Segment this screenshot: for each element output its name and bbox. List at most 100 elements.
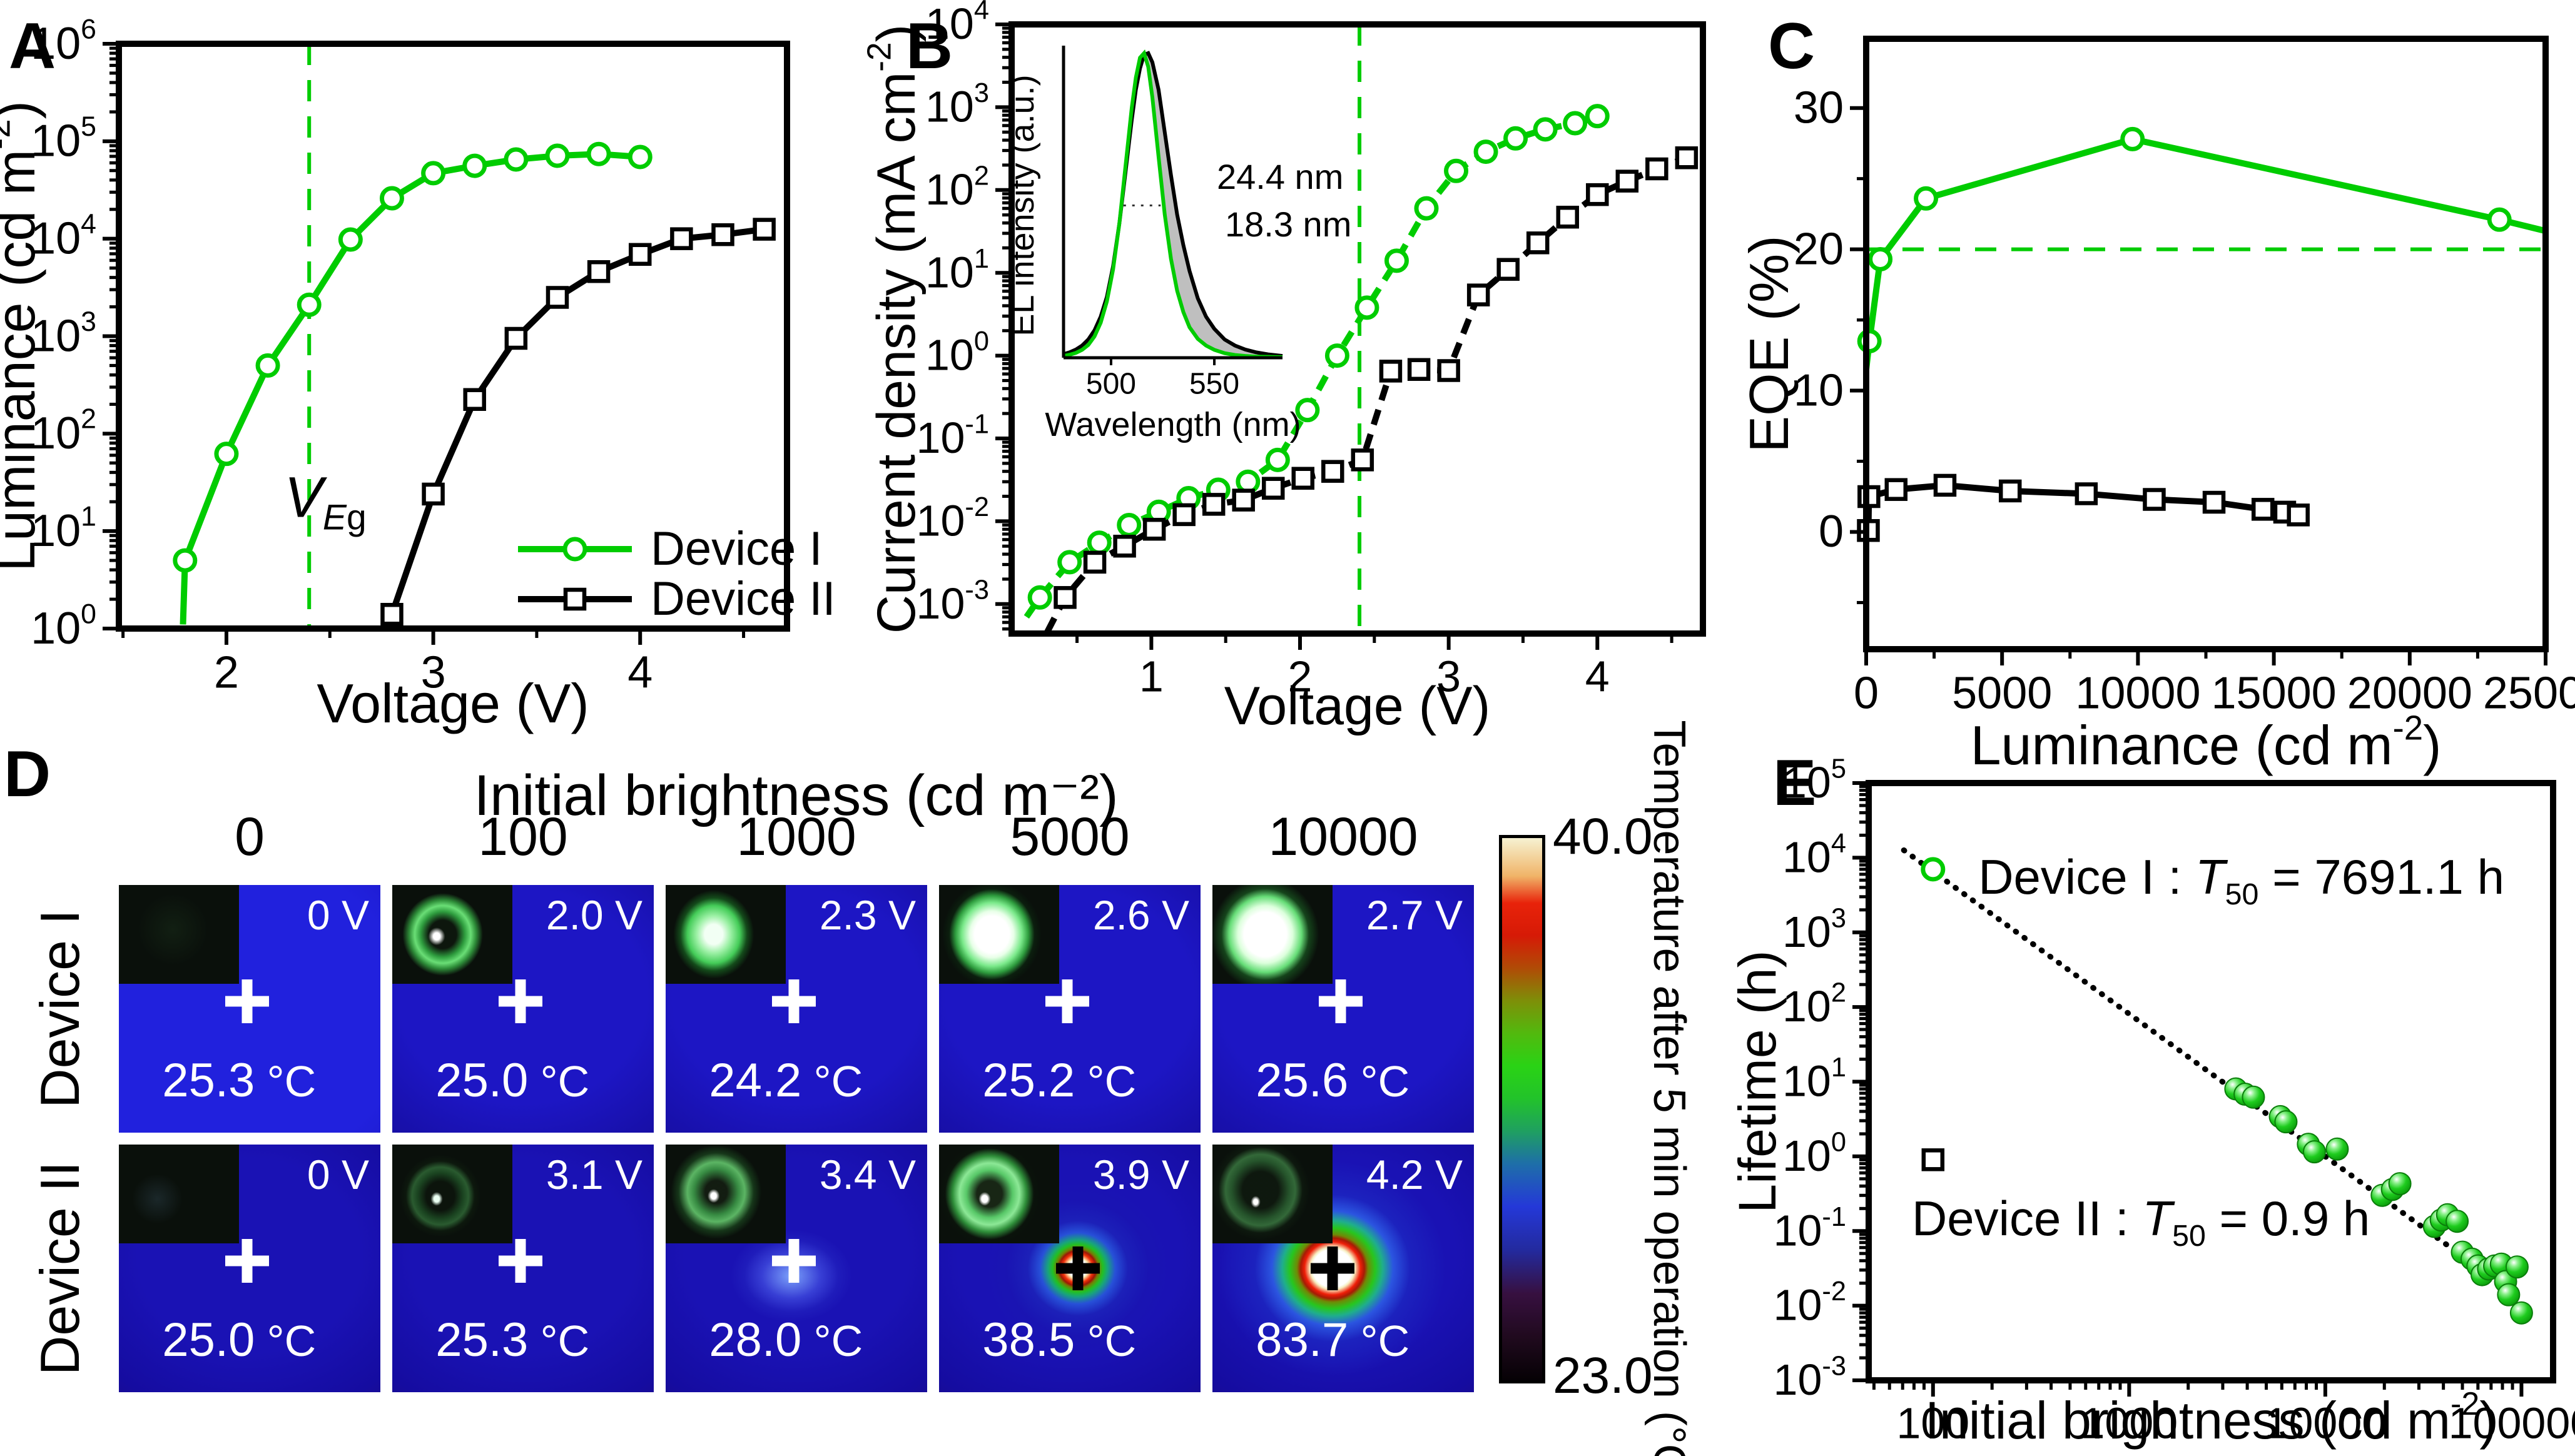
brightness-column-100: 100 — [478, 807, 568, 867]
colorbar-min-label: 23.0 — [1553, 1347, 1653, 1404]
data-point-circle — [1857, 328, 1882, 353]
crosshair-marker — [499, 1239, 542, 1283]
chart-annotation: VEg — [285, 465, 367, 537]
crosshair-marker — [1319, 979, 1363, 1023]
data-point-sphere — [2509, 1301, 2533, 1325]
data-point-square — [1933, 473, 1957, 497]
thermal-cell-device-ii-0: 0 V 25.0 °C — [119, 1145, 380, 1392]
data-point-square — [1054, 586, 1077, 609]
data-point-circle — [1563, 111, 1588, 136]
temperature-value: 25.3 — [162, 1054, 255, 1108]
fwhm-label: 24.4 nm — [1217, 157, 1343, 196]
temperature-value: 25.0 — [162, 1313, 255, 1367]
y-tick-label: 20 — [1794, 224, 1844, 274]
y-tick-label: 101 — [31, 502, 96, 556]
legend-label: Device I — [651, 522, 823, 575]
y-tick-label: 103 — [1782, 903, 1846, 956]
data-point-circle — [462, 153, 487, 178]
x-tick-label: 2 — [1288, 652, 1313, 701]
panel-c-label: C — [1768, 10, 1816, 83]
voltage-label: 2.3 V — [819, 892, 916, 938]
brightness-header-title: Initial brightness (cd m⁻²) — [474, 764, 1119, 827]
data-point-circle — [562, 537, 587, 562]
voltage-label: 2.7 V — [1366, 892, 1463, 938]
temperature-label: 25.0 °C — [162, 1313, 316, 1367]
data-point-circle — [1503, 126, 1528, 151]
data-point-square — [1202, 493, 1226, 516]
inset-y-axis-title: EL intensity (a.u.) — [1003, 74, 1041, 336]
data-point-circle — [1295, 398, 1320, 423]
data-point-square — [463, 388, 486, 412]
temperature-label: 38.5 °C — [982, 1313, 1136, 1367]
panel-d-label: D — [4, 738, 51, 811]
data-point-square — [628, 243, 652, 266]
colorbar-max-label: 40.0 — [1553, 808, 1653, 865]
data-point-circle — [1324, 343, 1349, 368]
y-tick-label: 10-1 — [917, 410, 989, 463]
y-axis-title: Lifetime (h) — [1728, 950, 1787, 1213]
thermal-cell-device-ii-100: 3.1 V 25.3 °C — [392, 1145, 654, 1392]
x-tick-label: 2 — [214, 647, 239, 697]
data-point-square — [1496, 258, 1520, 281]
data-point-circle — [504, 147, 529, 172]
temperature-unit: °C — [528, 1057, 590, 1106]
data-point-square — [1083, 550, 1107, 574]
el-spectrum-fill — [1144, 53, 1282, 358]
data-point-square — [1921, 1148, 1945, 1171]
x-axis-title: Voltage (V) — [1224, 676, 1490, 736]
y-axis-title: Current density (mA cm-2) — [861, 24, 927, 634]
device-photo-inset — [666, 885, 786, 984]
data-point-square — [1556, 205, 1580, 229]
brightness-column-5000: 5000 — [1010, 807, 1130, 867]
inset-x-axis-title: Wavelength (nm) — [1045, 406, 1301, 443]
temperature-label: 25.6 °C — [1256, 1053, 1409, 1108]
x-tick-label: 1000 — [2080, 1399, 2178, 1448]
data-point-square — [1291, 467, 1315, 490]
device-photo-inset — [119, 885, 240, 984]
temperature-label: 83.7 °C — [1256, 1313, 1409, 1367]
y-tick-label: 102 — [1782, 978, 1846, 1031]
series-line — [1901, 847, 2526, 1303]
voltage-label: 0 V — [307, 892, 369, 938]
data-point-square — [2075, 482, 2098, 505]
temperature-value: 25.6 — [1256, 1054, 1349, 1108]
y-axis-title: Luminance (cd m-2) — [0, 101, 46, 572]
data-point-square — [1437, 359, 1460, 382]
temperature-value: 83.7 — [1256, 1313, 1349, 1367]
x-axis-title: Initial brightness (cd m-2) — [1925, 1386, 2497, 1450]
data-point-circle — [1444, 158, 1469, 183]
data-point-square — [546, 286, 569, 309]
thermal-cell-device-i-100: 2.0 V 25.0 °C — [392, 885, 654, 1133]
data-point-square — [1142, 517, 1166, 541]
temperature-label: 25.3 °C — [435, 1313, 589, 1367]
data-point-circle — [586, 141, 611, 166]
y-tick-label: 103 — [31, 306, 96, 361]
temperature-label: 25.0 °C — [435, 1053, 589, 1108]
temperature-value: 24.2 — [709, 1054, 802, 1108]
data-point-sphere — [2274, 1110, 2298, 1134]
colorbar-title: Temperature after 5 min operation (°C) — [1644, 720, 1694, 1456]
device-photo-inset — [666, 1145, 786, 1244]
crosshair-marker — [1045, 979, 1089, 1023]
inset-x-tick-label: 550 — [1189, 368, 1239, 401]
y-tick-label: 100 — [925, 326, 989, 380]
y-tick-label: 10-3 — [1774, 1352, 1846, 1405]
y-tick-label: 10-1 — [1774, 1202, 1846, 1255]
data-point-square — [2202, 490, 2226, 514]
voltage-label: 2.6 V — [1092, 892, 1189, 938]
data-point-square — [380, 602, 404, 626]
data-point-square — [670, 227, 693, 250]
data-point-square — [2287, 503, 2310, 527]
voltage-label: 2.0 V — [546, 892, 642, 938]
data-point-circle — [1868, 246, 1893, 271]
x-axis-title: Voltage (V) — [317, 672, 589, 734]
voltage-label: 3.1 V — [546, 1151, 642, 1198]
inset-x-tick-label: 500 — [1086, 368, 1136, 401]
crosshair-marker — [1056, 1246, 1100, 1290]
data-point-circle — [1027, 585, 1052, 610]
data-point-square — [587, 260, 611, 283]
data-point-square — [1172, 503, 1196, 527]
chart-a-luminance-vs-voltage: 2 3 4 100 101 102 103 104 105 106 Voltage (V) Lumin… — [0, 14, 836, 734]
temperature-colorbar — [1499, 835, 1545, 1383]
y-tick-label: 104 — [31, 209, 96, 263]
